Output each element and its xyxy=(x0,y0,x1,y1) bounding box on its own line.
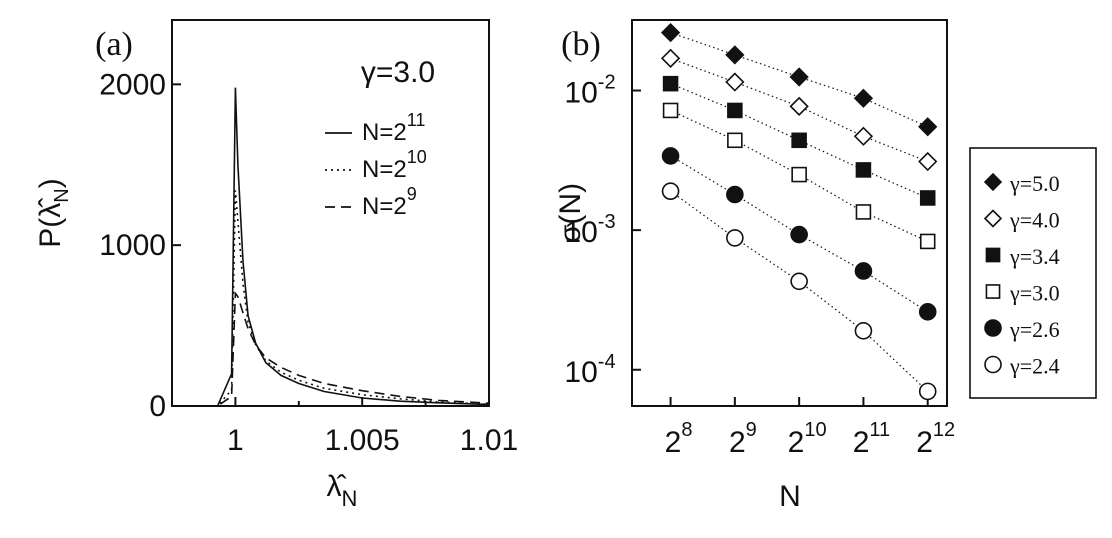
panel-b-point xyxy=(661,147,680,165)
panel-a-xtick-label: 1.01 xyxy=(460,424,518,457)
panel-b-series-line xyxy=(670,190,929,392)
panel-b-point xyxy=(853,126,874,146)
panel-b-xtick-label: 212 xyxy=(916,419,955,459)
panel-a-legend-label: N=211 xyxy=(362,110,425,146)
panel-b-point xyxy=(660,48,681,68)
panel-a-annotation: γ=3.0 xyxy=(361,56,435,89)
panel-b-legend-marker xyxy=(983,172,1003,192)
panel-b-point xyxy=(854,322,873,340)
panel-a-ylabel: P(λ̂N) xyxy=(34,178,73,247)
panel-b-point xyxy=(660,22,681,43)
panel-b-point xyxy=(918,303,937,321)
panel-a-axes-frame xyxy=(171,19,490,407)
panel-b-series-line xyxy=(670,155,929,313)
panel-b-ytick-label: 10-3 xyxy=(564,211,615,249)
panel-a-xtick-label: 1 xyxy=(227,424,244,457)
panel-b-axes-frame xyxy=(631,19,948,407)
panel-b-ytick-label: 10-4 xyxy=(564,351,615,389)
panel-b-point xyxy=(854,262,873,280)
panel-b-point xyxy=(855,162,872,178)
panel-b-xtick-label: 210 xyxy=(788,419,827,459)
panel-b-point xyxy=(727,132,743,149)
panel-a-label: (a) xyxy=(95,26,133,63)
panel-b-point xyxy=(918,117,938,137)
panel-a-ylabel-text: P(λ̂N) xyxy=(34,178,73,247)
panel-b-point xyxy=(918,382,937,401)
panel-b-ylabel-text: σ(N) xyxy=(554,183,587,243)
panel-b-legend-marker xyxy=(985,284,1001,299)
panel-b-legend-marker xyxy=(984,355,1002,374)
panel-b-ytick-label: 10-2 xyxy=(564,72,615,110)
panel-a-legend-label: N=210 xyxy=(362,147,427,183)
panel-b-series-line xyxy=(670,57,928,163)
panel-b-point xyxy=(725,72,745,92)
panel-a-series-line-dotted xyxy=(173,190,489,407)
panel-b-point xyxy=(791,166,807,183)
panel-a-ytick-label: 0 xyxy=(149,390,166,423)
panel-a-legend-label: N=29 xyxy=(362,184,417,220)
panel-b-point xyxy=(919,233,936,250)
panel-b-ylabel: σ(N) xyxy=(554,183,587,243)
panel-b-point xyxy=(727,102,743,119)
panel-b-legend-marker xyxy=(985,247,1001,263)
panel-b-xtick-label: 211 xyxy=(853,419,890,459)
panel-b-point xyxy=(790,225,808,244)
panel-b-point xyxy=(726,185,744,204)
panel-b-label: (b) xyxy=(561,26,601,63)
panel-b-legend-marker xyxy=(983,209,1003,228)
panel-b-point xyxy=(789,96,809,117)
panel-b-point xyxy=(661,182,680,201)
panel-b-legend-label: γ=4.0 xyxy=(1009,208,1060,233)
panel-a-xtick-label: 1.005 xyxy=(325,424,400,457)
panel-a-xlabel: λ̂N xyxy=(327,470,358,511)
panel-b-point xyxy=(791,132,807,149)
panel-b-point xyxy=(789,67,809,87)
panel-b-point xyxy=(726,229,744,247)
panel-a-ytick-label: 2000 xyxy=(99,68,166,101)
panel-b-point xyxy=(919,190,936,206)
panel-a-series-line-solid xyxy=(173,87,489,407)
panel-b-legend-label: γ=5.0 xyxy=(1009,171,1060,196)
panel-a-ytick-label: 1000 xyxy=(99,229,166,262)
panel-b-point xyxy=(725,45,745,65)
panel-b-point xyxy=(662,75,679,92)
panel-b-legend-marker xyxy=(984,319,1002,337)
panel-b-legend-label: γ=3.4 xyxy=(1009,244,1060,269)
panel-b-legend-label: γ=2.6 xyxy=(1009,317,1060,342)
panel-b-xtick-label: 28 xyxy=(665,419,693,459)
panel-b-xlabel: N xyxy=(779,480,801,513)
panel-b-legend-label: γ=2.4 xyxy=(1009,354,1060,379)
panel-b-point xyxy=(853,88,874,108)
panel-b-xtick-label: 29 xyxy=(729,419,757,459)
panel-b-point xyxy=(790,272,808,291)
panel-b-point xyxy=(662,102,679,119)
panel-b-point xyxy=(855,204,872,220)
panel-b-point xyxy=(918,151,938,172)
panel-b-legend-label: γ=3.0 xyxy=(1009,281,1060,306)
panel-a-series-line-dashed xyxy=(173,291,489,407)
